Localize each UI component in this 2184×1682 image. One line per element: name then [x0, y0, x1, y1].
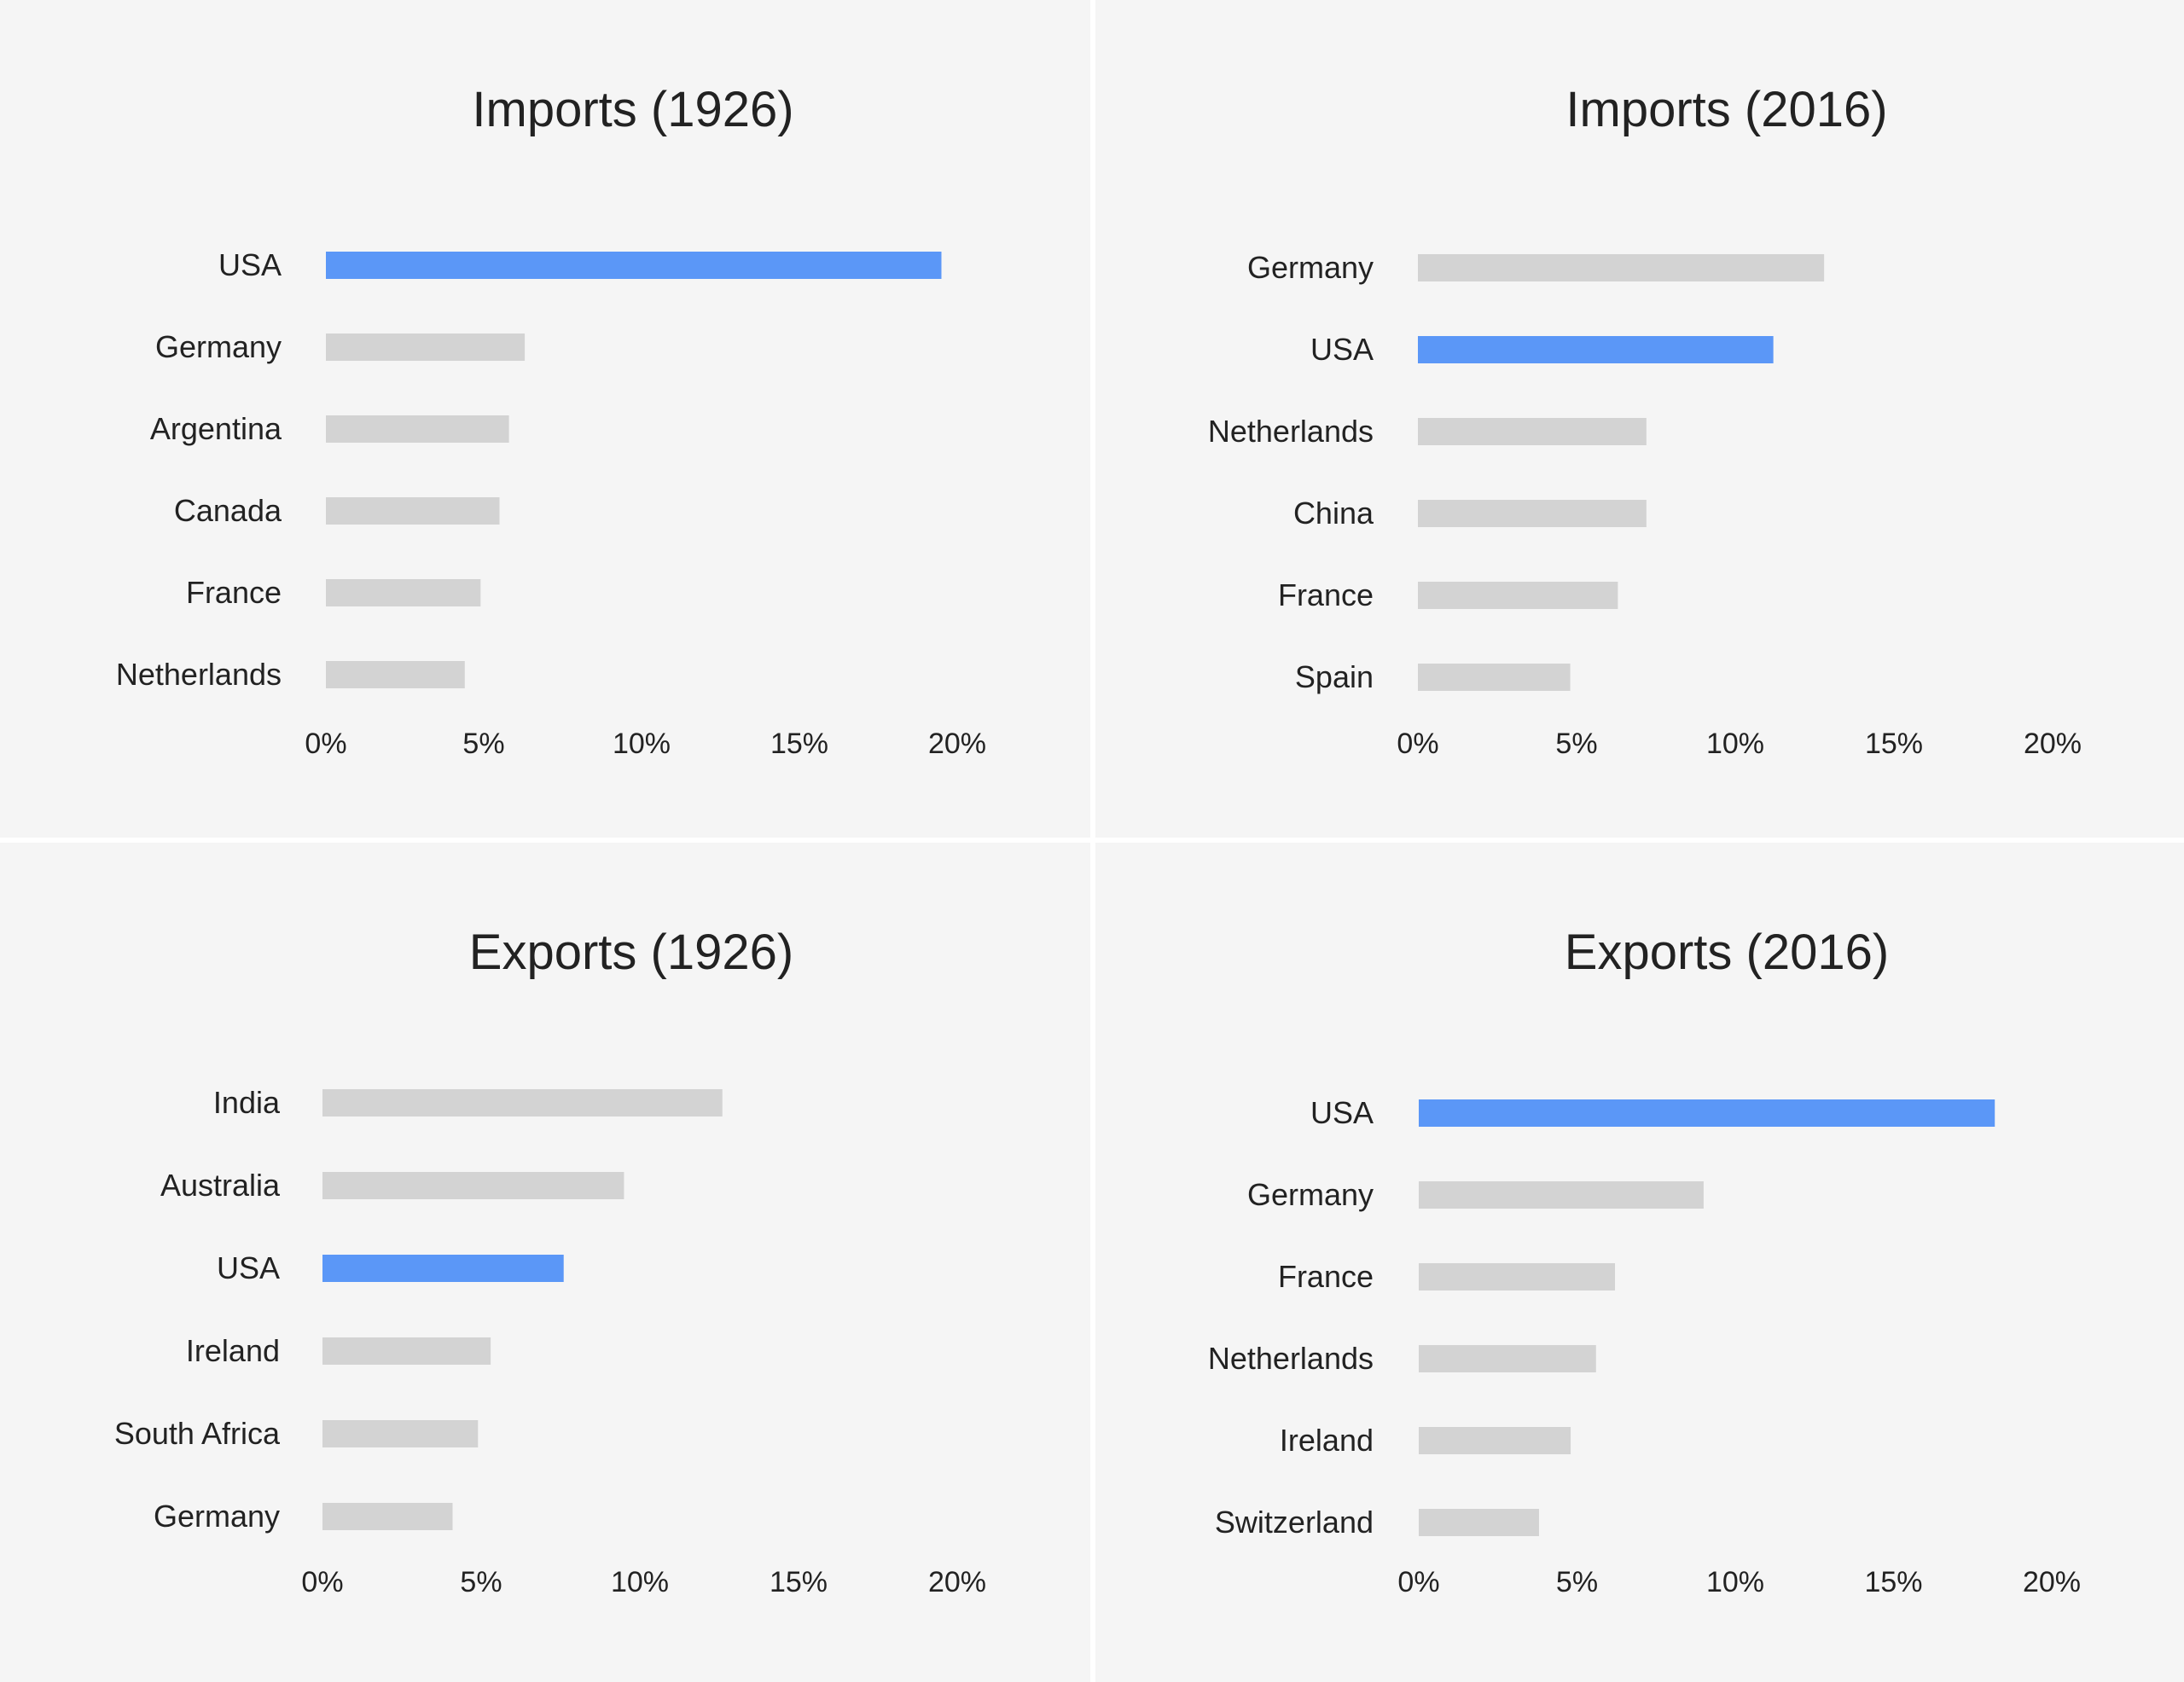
bar [322, 1420, 479, 1447]
bar [326, 497, 500, 525]
bar-highlighted [1419, 1099, 1995, 1127]
chart-title: Exports (1926) [469, 925, 793, 980]
category-label: Australia [160, 1168, 281, 1203]
x-tick-label: 10% [1706, 1566, 1764, 1598]
bar-highlighted [1418, 336, 1774, 363]
chart-panel-exports-2016: Exports (2016) USA Germany France Netherland… [1095, 843, 2184, 1682]
category-label: China [1293, 496, 1374, 531]
bar-chart-svg: Exports (1926) India Australia USA Ireland So… [114, 925, 986, 1598]
chart-panel-imports-2016: Imports (2016) Germany USA Netherlands China… [1095, 0, 2184, 838]
x-tick-label: 5% [462, 728, 504, 760]
bar [326, 579, 481, 606]
category-label: Germany [1247, 250, 1374, 285]
category-label: Netherlands [1208, 1341, 1374, 1376]
x-tick-label: 15% [770, 1566, 828, 1598]
category-label: Netherlands [116, 657, 282, 692]
x-tick-label: 15% [1864, 1566, 1922, 1598]
bar [322, 1172, 624, 1199]
category-label: Germany [155, 329, 282, 364]
bar [322, 1337, 491, 1365]
bar [326, 334, 526, 361]
bar-chart-svg: Imports (1926) USA Germany Argentina Canada F… [116, 82, 986, 760]
x-tick-label: 20% [2023, 1566, 2081, 1598]
x-tick-label: 0% [1397, 1566, 1439, 1598]
category-label: Netherlands [1208, 414, 1374, 449]
bar [1419, 1263, 1616, 1290]
category-label: USA [1310, 1095, 1374, 1130]
bar [1418, 664, 1571, 691]
x-tick-label: 15% [770, 728, 828, 760]
bar [326, 415, 509, 443]
x-tick-label: 0% [301, 1566, 343, 1598]
bar [322, 1503, 453, 1530]
bar [1418, 582, 1618, 609]
x-tick-label: 0% [1397, 728, 1438, 760]
category-label: Ireland [186, 1333, 280, 1368]
bar [1418, 254, 1825, 281]
category-label: France [186, 575, 282, 610]
category-label: Germany [1247, 1177, 1374, 1212]
bar-chart-svg: Exports (2016) USA Germany France Netherland… [1208, 925, 2081, 1598]
x-tick-label: 5% [1555, 728, 1597, 760]
category-label: South Africa [114, 1416, 281, 1451]
chart-panel-exports-1926: Exports (1926) India Australia USA Ireland So… [0, 843, 1090, 1682]
bar [1419, 1181, 1704, 1209]
bar [1419, 1509, 1539, 1536]
category-label: USA [217, 1250, 280, 1285]
bar [1419, 1427, 1571, 1454]
category-label: USA [218, 247, 282, 282]
bar-chart-svg: Imports (2016) Germany USA Netherlands China… [1208, 82, 2082, 760]
x-tick-label: 15% [1865, 728, 1923, 760]
chart-panel-imports-1926: Imports (1926) USA Germany Argentina Canada F… [0, 0, 1090, 838]
bar [322, 1089, 723, 1116]
category-label: Germany [154, 1499, 280, 1534]
bar-highlighted [326, 252, 942, 279]
category-label: Ireland [1280, 1423, 1374, 1458]
category-label: Canada [174, 493, 282, 528]
x-tick-label: 20% [928, 728, 986, 760]
bar [1418, 418, 1647, 445]
chart-title: Imports (2016) [1565, 82, 1887, 137]
bar [1419, 1345, 1596, 1372]
x-tick-label: 10% [611, 1566, 669, 1598]
category-label: USA [1310, 332, 1374, 367]
x-tick-label: 10% [613, 728, 671, 760]
category-label: India [213, 1085, 281, 1120]
bar [1418, 500, 1647, 527]
x-tick-label: 10% [1706, 728, 1764, 760]
category-label: France [1278, 1259, 1374, 1294]
category-label: Spain [1295, 659, 1374, 694]
x-tick-label: 5% [460, 1566, 502, 1598]
category-label: France [1278, 577, 1374, 612]
x-tick-label: 20% [2024, 728, 2082, 760]
chart-title: Exports (2016) [1565, 925, 1889, 980]
category-label: Switzerland [1215, 1505, 1374, 1540]
bar [326, 661, 465, 688]
category-label: Argentina [150, 411, 282, 446]
x-tick-label: 0% [305, 728, 346, 760]
x-tick-label: 5% [1556, 1566, 1598, 1598]
bar-highlighted [322, 1255, 564, 1282]
x-tick-label: 20% [928, 1566, 986, 1598]
chart-title: Imports (1926) [472, 82, 793, 137]
